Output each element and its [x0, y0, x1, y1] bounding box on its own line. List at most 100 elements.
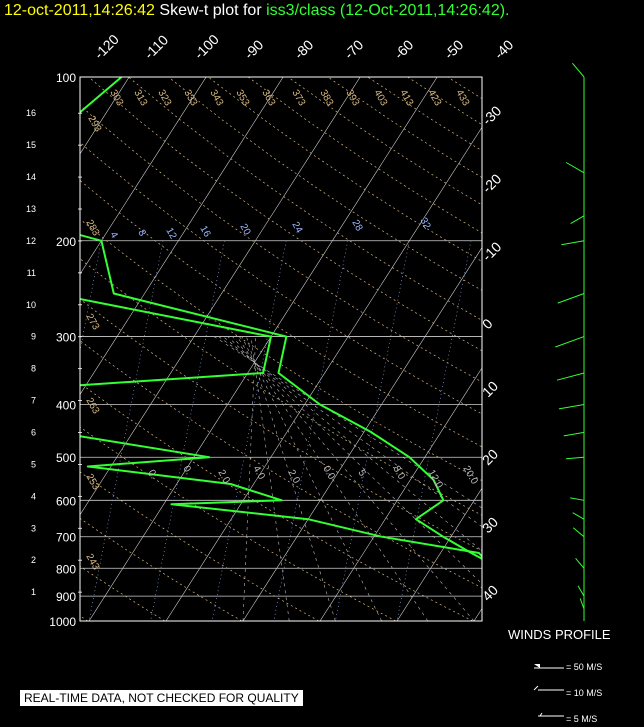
- wind-barb: [566, 456, 585, 460]
- height-tick-label: 12: [26, 236, 36, 246]
- isotherm-label-top: -120: [91, 31, 122, 62]
- height-tick-label: 15: [26, 140, 36, 150]
- dry-adiabat: [327, 77, 482, 178]
- dry-adiabat: [80, 471, 319, 621]
- isotherm-label-top: -110: [141, 32, 172, 63]
- temperature-line: [80, 77, 482, 560]
- moist-adiabat-label: 8.0: [390, 464, 407, 482]
- isotherm-label-top: -100: [191, 31, 222, 62]
- wind-barb: [565, 162, 585, 174]
- height-tick-label: 3: [31, 523, 36, 533]
- moist-adiabat: [223, 336, 482, 552]
- dry-adiabat-label: 283: [83, 218, 101, 238]
- dry-adiabat-label: 383: [317, 88, 335, 108]
- dry-adiabat-label: 403: [371, 88, 389, 108]
- quality-warning: REAL-TIME DATA, NOT CHECKED FOR QUALITY: [20, 690, 303, 706]
- moist-adiabat-label: 5.: [355, 468, 369, 481]
- isotherm: [319, 367, 482, 621]
- pressure-tick-label: 1000: [49, 615, 76, 629]
- label-layer: 1002003004005006007008009001000123456789…: [26, 31, 517, 629]
- plot-frame: [79, 76, 483, 622]
- dry-adiabat: [80, 565, 165, 621]
- mixing-ratio-line: [88, 240, 164, 621]
- dry-adiabat-label: 413: [397, 88, 415, 108]
- height-tick-label: 8: [31, 364, 36, 374]
- dry-adiabat-label: 373: [289, 88, 307, 108]
- moist-adiabat: [227, 336, 482, 585]
- mixing-ratio-line: [211, 240, 287, 621]
- height-tick-label: 10: [26, 300, 36, 310]
- wind-barb: [556, 372, 585, 381]
- isotherm: [551, 77, 644, 621]
- height-tick-label: 1: [31, 587, 36, 597]
- dry-adiabat: [80, 426, 396, 621]
- moist-adiabat: [218, 336, 482, 528]
- mixing-ratio-line: [396, 240, 472, 621]
- height-tick-label: 11: [27, 268, 36, 278]
- isotherm: [242, 247, 482, 621]
- wind-legend-10: = 10 M/S: [566, 688, 603, 698]
- moist-adiabat: [236, 336, 429, 621]
- dry-adiabat: [80, 104, 482, 383]
- mixing-ratio-line: [150, 240, 225, 621]
- isotherm: [396, 487, 482, 621]
- wind-legend-50: = 50 M/S: [566, 662, 603, 672]
- chart-title: 12-oct-2011,14:26:42 Skew-t plot for iss…: [4, 2, 509, 20]
- wind-barb: [570, 497, 585, 501]
- mixing-ratio-line: [80, 240, 102, 353]
- dry-adiabat-label: 313: [131, 88, 149, 108]
- dry-adiabat-label: 243: [83, 552, 101, 572]
- dry-adiabat: [207, 77, 482, 262]
- isotherm: [80, 77, 284, 395]
- isotherm: [88, 77, 438, 621]
- pressure-tick-label: 200: [56, 235, 76, 249]
- pressure-tick-label: 800: [56, 562, 76, 576]
- height-tick-label: 6: [31, 427, 36, 437]
- moist-adiabat: [242, 336, 256, 621]
- isotherm-label-top: -70: [341, 36, 367, 62]
- wind-barb: [561, 240, 585, 246]
- dry-adiabat: [80, 218, 482, 481]
- mixing-ratio-label: 32: [417, 216, 432, 232]
- dry-adiabat-label: 303: [107, 88, 125, 108]
- dry-adiabat: [447, 77, 482, 100]
- isotherm: [0, 77, 52, 621]
- isotherm: [628, 77, 644, 621]
- isotherm-label-right: -10: [479, 238, 505, 264]
- profile-layer: [80, 77, 482, 560]
- isotherm-label-top: -80: [291, 36, 317, 62]
- winds-profile-title: WINDS PROFILE: [508, 627, 611, 642]
- height-tick-label: 9: [31, 332, 36, 342]
- dry-adiabat: [80, 340, 482, 589]
- isotherm: [80, 77, 361, 516]
- moist-adiabat: [250, 336, 290, 621]
- dry-adiabat: [367, 77, 482, 152]
- wind-barb: [563, 431, 585, 437]
- dry-adiabat-label: 343: [207, 88, 225, 108]
- moist-adiabat-label: 12.0: [425, 468, 444, 491]
- mixing-ratio-label: 4: [107, 230, 120, 241]
- mixing-ratio-label: 20: [237, 222, 252, 238]
- pressure-tick-label: 900: [56, 590, 76, 604]
- isotherm: [165, 126, 482, 621]
- height-tick-label: 14: [26, 172, 36, 182]
- height-tick-label: 4: [31, 491, 36, 501]
- moist-adiabat-label: 0.0: [320, 464, 337, 482]
- mixing-ratio-label: 24: [289, 220, 304, 236]
- wind-legend-5: = 5 M/S: [566, 714, 598, 724]
- moist-adiabat: [241, 336, 382, 621]
- pressure-tick-label: 500: [56, 451, 76, 465]
- dry-adiabat-label: 423: [425, 88, 443, 108]
- dry-adiabat: [80, 258, 482, 516]
- isotherm-label-top: -60: [391, 36, 417, 62]
- mixing-ratio-line: [273, 240, 349, 621]
- height-tick-label: 7: [31, 396, 36, 406]
- isotherm: [80, 77, 207, 275]
- isotherm: [473, 607, 482, 621]
- dry-adiabat-label: 393: [343, 88, 361, 108]
- dry-adiabat: [80, 517, 242, 621]
- height-tick-label: 13: [26, 204, 36, 214]
- mixing-ratio-label: 16: [197, 224, 212, 240]
- wind-profile: [533, 62, 585, 717]
